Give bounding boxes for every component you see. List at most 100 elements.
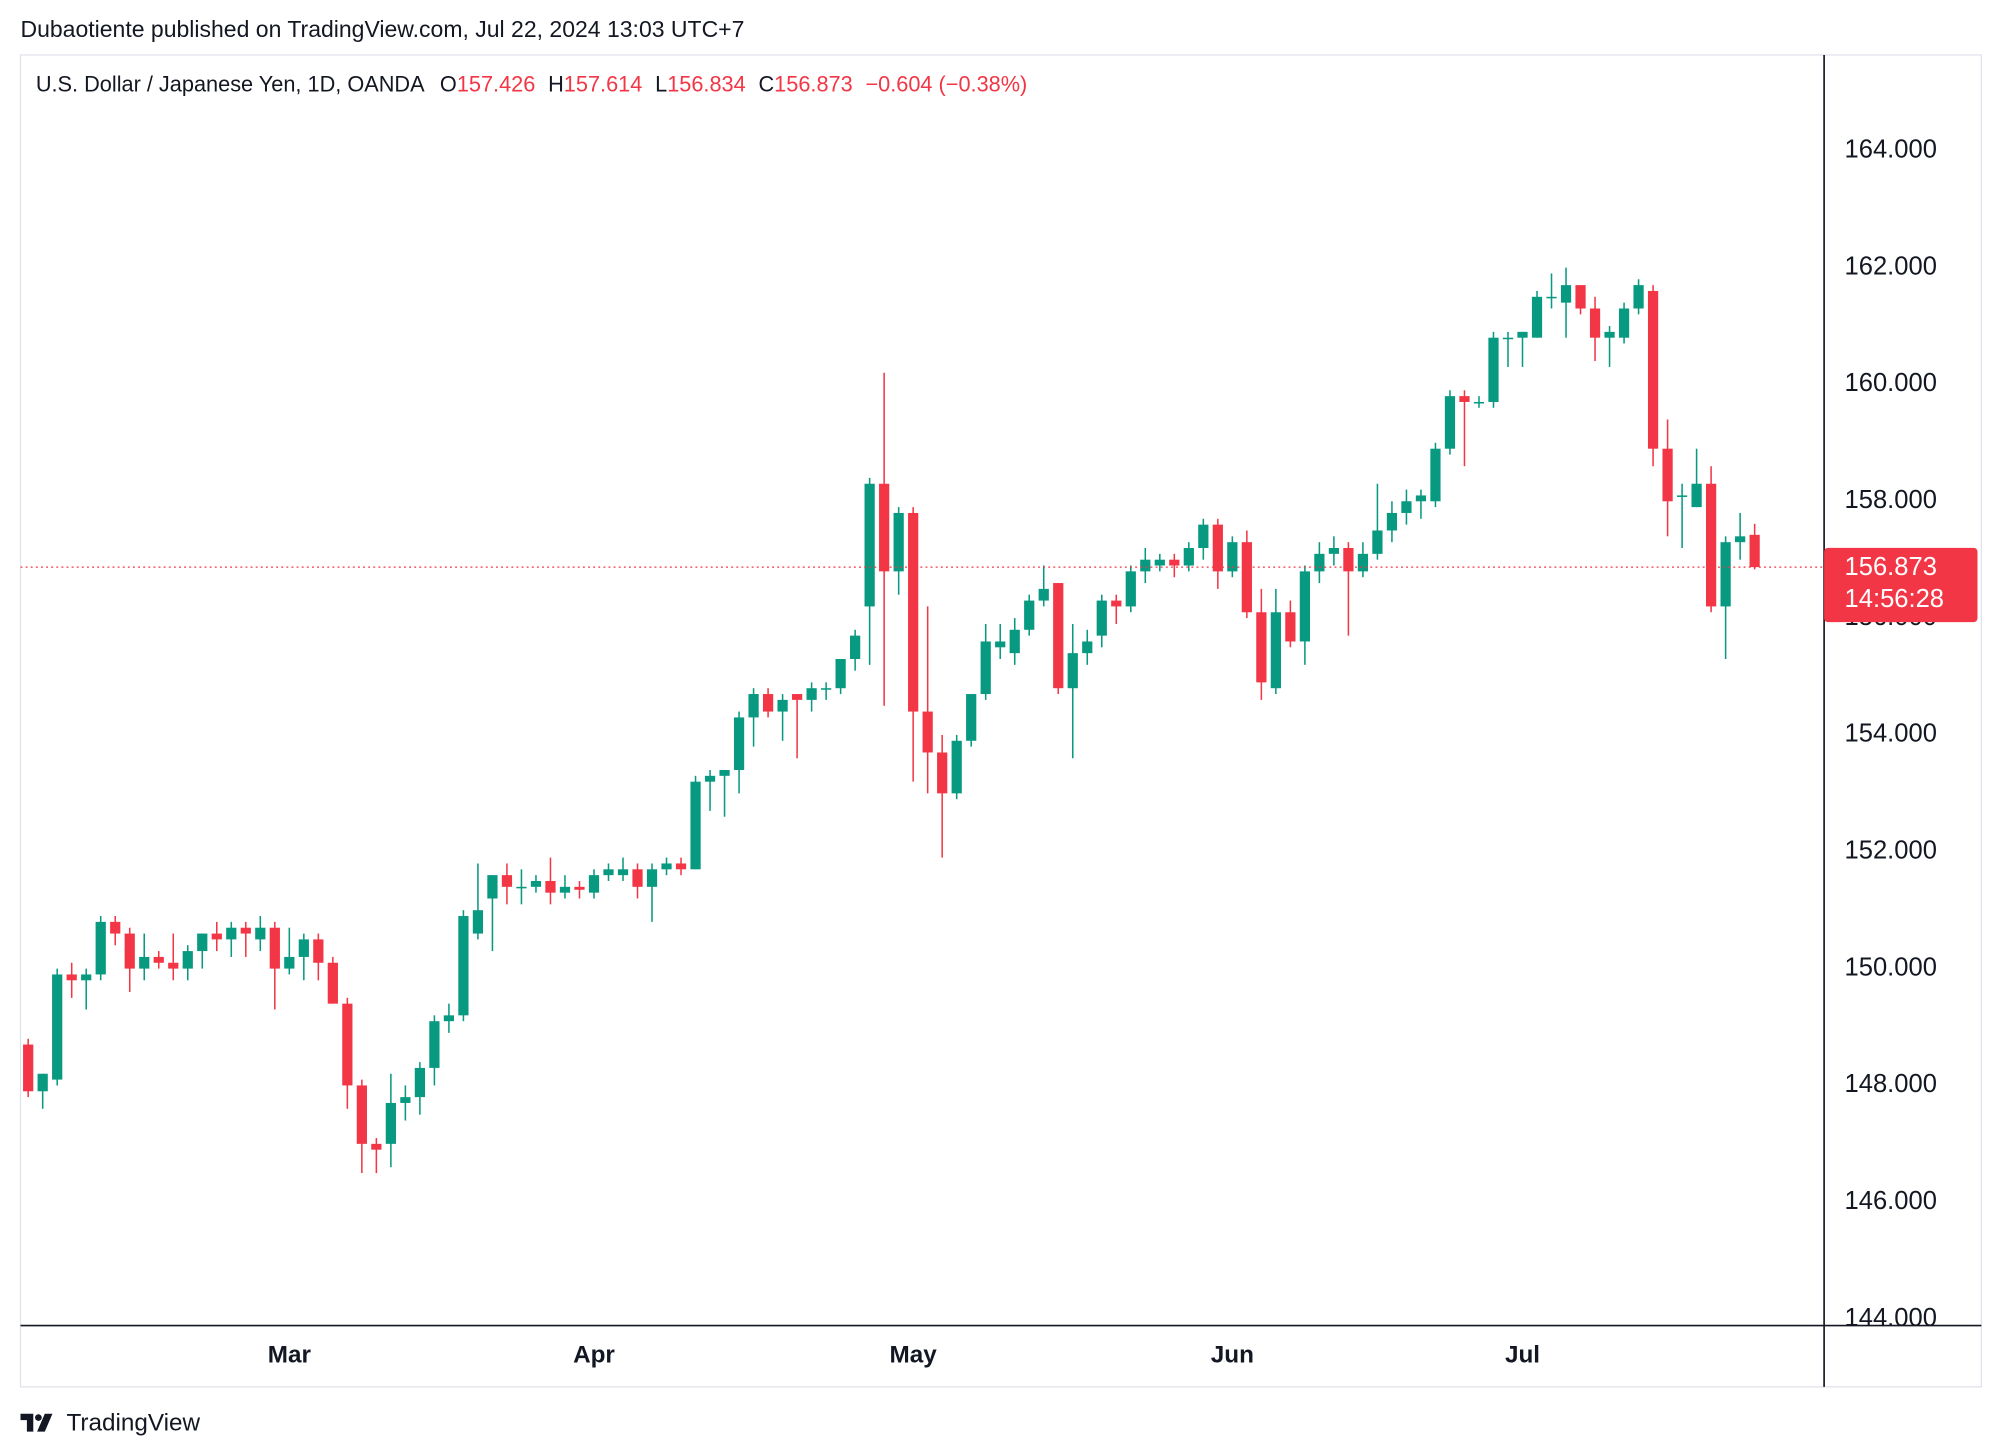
candle-body <box>1517 331 1528 338</box>
candle-body <box>821 688 832 690</box>
candle-body <box>124 933 135 969</box>
candle-body <box>23 1044 34 1092</box>
candle-body <box>356 1085 367 1144</box>
candle-body <box>1546 296 1557 299</box>
candle-body <box>1009 629 1020 654</box>
candle-body <box>908 512 919 712</box>
candle-body <box>530 880 542 887</box>
candle-body <box>226 927 237 940</box>
x-tick-label: Mar <box>268 1342 312 1369</box>
candle-body <box>472 910 484 934</box>
legend-value: 156.834 <box>667 71 746 96</box>
candle-body <box>1270 612 1281 689</box>
candle-body <box>429 1021 440 1068</box>
candle-body <box>1705 483 1717 607</box>
publisher-note: Dubaotiente published on TradingView.com… <box>21 16 745 42</box>
legend-key: O <box>440 71 457 96</box>
candle-body <box>1618 308 1630 338</box>
candle-body <box>37 1073 48 1092</box>
price-axis: 144.000 146.000 148.000 150.000 152.000 154.0… <box>1845 136 1937 1326</box>
candle-body <box>1720 542 1731 607</box>
y-tick-label: 158.000 <box>1845 486 1937 514</box>
candle-body <box>1038 588 1049 601</box>
legend-key: C <box>758 71 774 96</box>
candle-body <box>1459 396 1470 402</box>
time-axis: Mar Apr May Jun Jul <box>268 1342 1540 1369</box>
candle-body <box>1372 530 1383 554</box>
candle-body <box>791 694 803 700</box>
candle-body <box>458 916 469 1016</box>
price-tag: 156.873 14:56:28 <box>1824 547 1978 623</box>
candle-body <box>327 962 338 1004</box>
candle-body <box>110 921 121 934</box>
candle-body <box>1096 600 1107 636</box>
candle-body <box>1212 524 1223 572</box>
candle-body <box>501 875 513 887</box>
candle-body <box>284 956 295 969</box>
candle-body <box>1575 285 1586 309</box>
candle-body <box>1154 559 1165 566</box>
brand-name: TradingView <box>67 1409 201 1436</box>
candle-body <box>298 939 309 957</box>
candle-body <box>617 869 629 876</box>
candle-body <box>545 880 556 893</box>
candle-body <box>1169 559 1180 566</box>
candle-body <box>937 752 948 794</box>
x-tick-label: May <box>890 1342 938 1369</box>
candle-body <box>52 974 63 1080</box>
candle-body <box>980 641 991 695</box>
candle-body <box>762 694 774 712</box>
candle-body <box>864 483 875 607</box>
y-tick-label: 160.000 <box>1845 369 1937 397</box>
candle-body <box>95 921 106 975</box>
candle-body <box>255 927 266 940</box>
y-tick-label: 162.000 <box>1845 252 1937 280</box>
candle-body <box>850 635 861 659</box>
candle-body <box>168 962 179 969</box>
y-tick-label: 152.000 <box>1845 837 1937 865</box>
legend-key: L <box>655 71 667 96</box>
candle-body <box>66 974 77 981</box>
brand-logo: TradingView <box>20 1409 201 1436</box>
candle-body <box>342 1003 353 1086</box>
candle-body <box>1328 548 1340 554</box>
candle-body <box>748 694 759 718</box>
candle-body <box>1415 495 1427 502</box>
candle-body <box>1386 512 1398 531</box>
legend-change: −0.604 (−0.38%) <box>865 71 1027 96</box>
candle-body <box>313 939 324 963</box>
candle-body <box>588 875 600 893</box>
candle-body <box>1241 542 1252 613</box>
candle-body <box>240 927 251 934</box>
candle-body <box>81 974 92 981</box>
candle-body <box>661 863 672 870</box>
symbol-name: U.S. Dollar / Japanese Yen, 1D, OANDA <box>36 71 425 96</box>
candle-body <box>443 1015 455 1022</box>
candle-body <box>806 688 817 700</box>
candle-body <box>1488 337 1499 402</box>
candle-body <box>1183 548 1194 566</box>
legend-key: H <box>548 71 564 96</box>
candle-body <box>603 869 614 876</box>
candle-body <box>1299 571 1310 642</box>
candle-body <box>487 875 498 899</box>
candle-body <box>385 1102 396 1144</box>
candle-body <box>1285 612 1296 642</box>
candle-body <box>675 863 687 870</box>
candle-body <box>704 775 716 782</box>
price-tag-value: 156.873 <box>1845 553 1937 581</box>
candle-body <box>1256 612 1267 683</box>
legend-value: 157.426 <box>457 71 536 96</box>
candle-body <box>632 869 643 887</box>
candle-body <box>690 781 701 870</box>
y-tick-label: 154.000 <box>1845 720 1937 748</box>
candle-body <box>1589 308 1601 338</box>
candle-body <box>182 951 193 969</box>
candle-body <box>1531 296 1543 338</box>
candle-body <box>1111 600 1122 607</box>
symbol-legend: U.S. Dollar / Japanese Yen, 1D, OANDA O15… <box>36 71 1027 96</box>
legend-value: 157.614 <box>564 71 643 96</box>
candle-body <box>1647 290 1659 449</box>
x-tick-label: Apr <box>573 1342 615 1369</box>
y-tick-label: 146.000 <box>1845 1187 1937 1215</box>
